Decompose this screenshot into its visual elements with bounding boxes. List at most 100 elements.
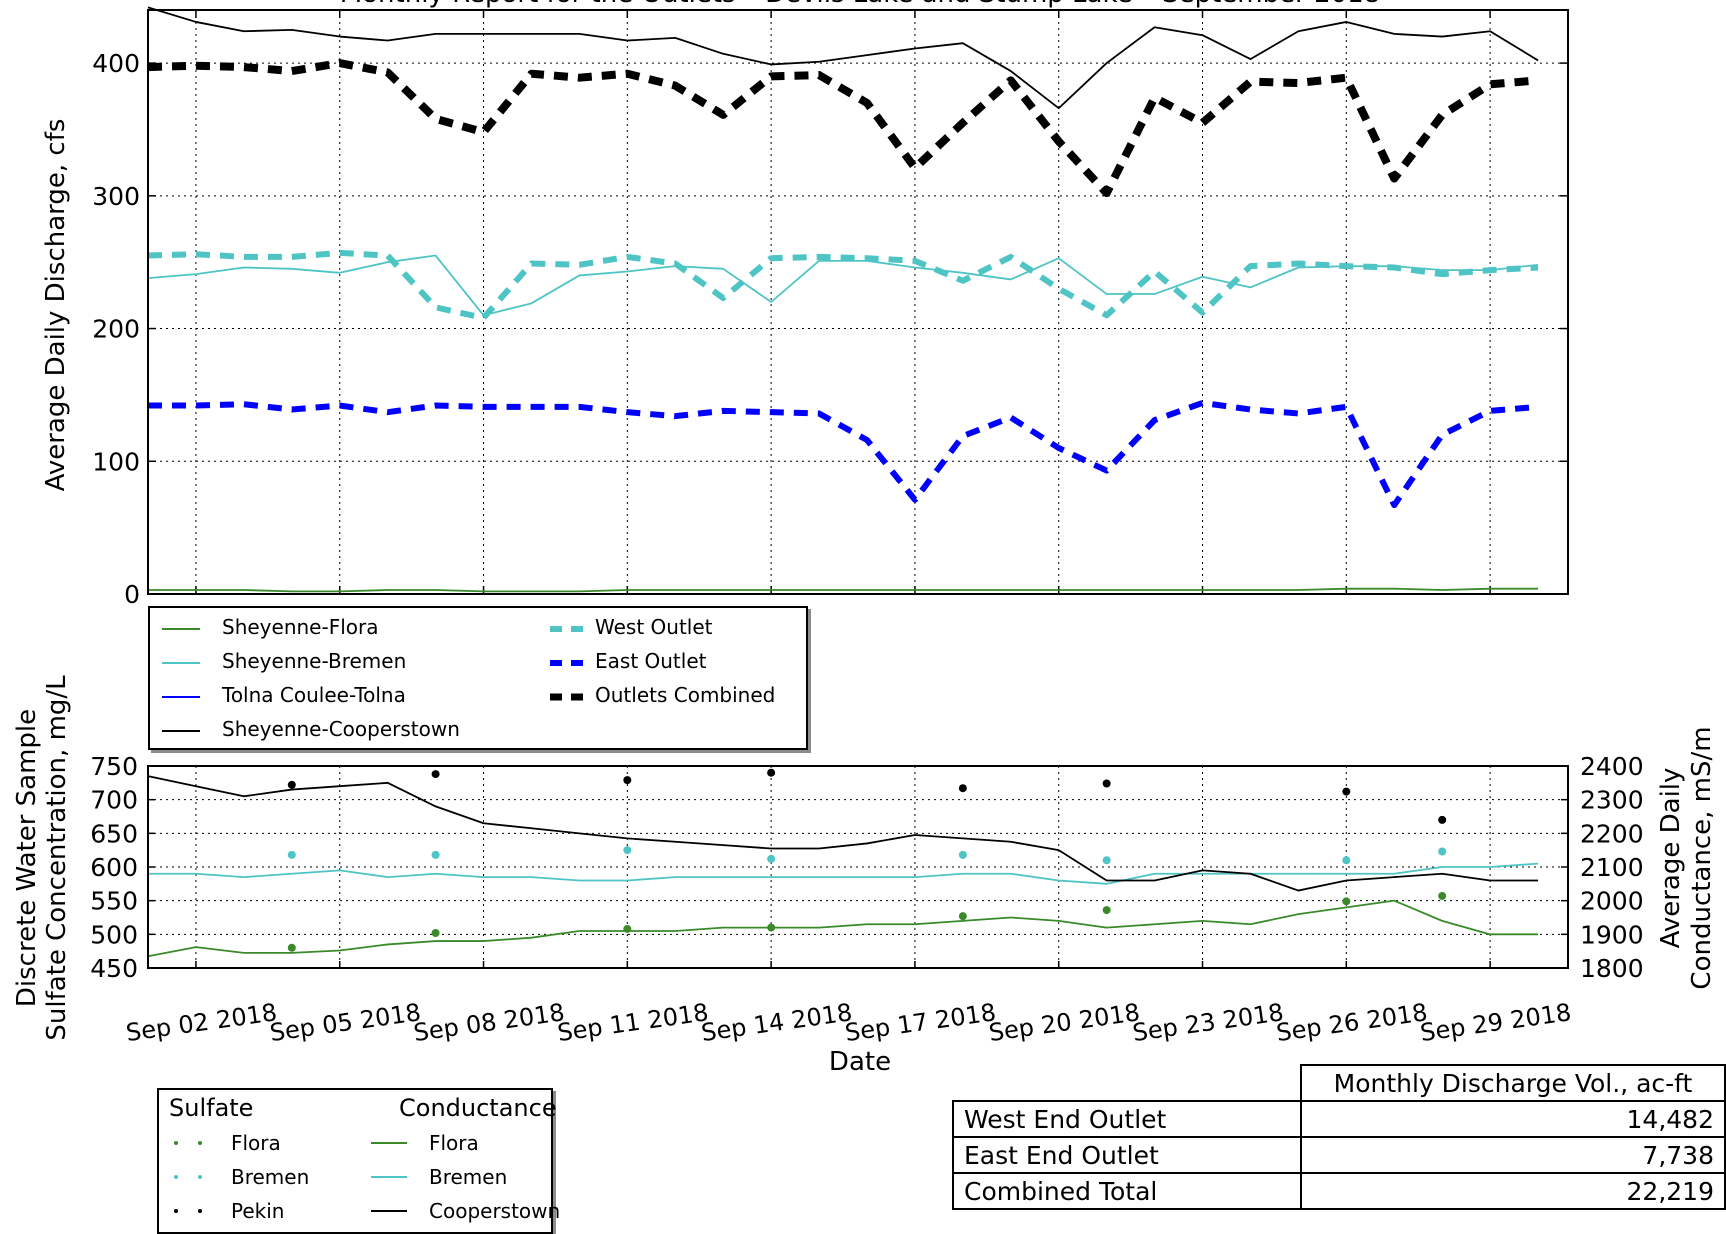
y-tick-label: 550 [90,887,138,916]
conductance-line-flora [147,899,1539,958]
legend-label: Sheyenne-Bremen [222,649,407,673]
legend-swatch-solid-cyan [162,662,200,664]
table-row: West End Outlet 14,482 [952,1100,1726,1138]
x-tick-label: Sep 17 2018 [843,998,998,1047]
legend-label: Sheyenne-Cooperstown [222,717,460,741]
y-tick-label: 750 [90,752,138,781]
legend-label: West Outlet [595,615,713,639]
legend-swatch-solid-cyan [371,1176,407,1178]
x-tick-label: Sep 11 2018 [556,998,711,1047]
y-tick-label: 200 [92,315,140,344]
top-y-axis-label: Average Daily Discharge, cfs [41,119,71,492]
y-tick-label: 300 [92,182,140,211]
legend-label: Bremen [231,1165,310,1189]
bottom-y2-axis-label-line1: Average Daily [1656,768,1686,949]
sulfate-point-pekin [287,780,296,789]
x-tick-label: Sep 29 2018 [1418,998,1573,1047]
legend-header-conductance: Conductance [399,1094,557,1122]
series-line-sheyenne-flora [148,587,1539,593]
discharge-volume-table: Monthly Discharge Vol., ac-ft West End O… [952,1064,1726,1210]
sulfate-point-pekin [1342,787,1351,796]
bottom-y2-axis-label-line2: Conductance, mS/m [1687,726,1717,989]
sulfate-point-bremen [1102,856,1111,865]
sulfate-point-pekin [431,770,440,779]
table-row: East End Outlet 7,738 [952,1136,1726,1174]
series-line-sheyenne-cooperstown [147,6,1539,110]
table-row-label: East End Outlet [952,1136,1302,1174]
legend-marker-cyan-dots [174,1175,202,1179]
table-row-value: 22,219 [1300,1172,1726,1210]
legend-swatch-solid-green [162,628,200,630]
sulfate-point-flora [623,924,632,933]
bottom-plot-frame [147,765,1569,969]
table-header-row: Monthly Discharge Vol., ac-ft [953,1064,1726,1102]
sulfate-point-bremen [623,846,632,855]
y-tick-label: 450 [90,954,138,983]
legend-label: Sheyenne-Flora [222,615,379,639]
y2-tick-label: 2400 [1580,752,1644,781]
sulfate-point-pekin [1438,815,1447,824]
series-line-sheyenne-bremen [147,254,1539,317]
table-header-cell: Monthly Discharge Vol., ac-ft [1300,1064,1726,1102]
top-plot-frame [147,9,1569,595]
y-tick-label: 600 [90,853,138,882]
y-tick-label: 650 [90,819,138,848]
y2-tick-label: 1900 [1580,920,1644,949]
sulfate-point-flora [1342,897,1351,906]
sulfate-point-pekin [767,768,776,777]
sulfate-point-pekin [958,784,967,793]
sulfate-point-pekin [623,776,632,785]
sulfate-point-bremen [431,850,440,859]
series-line-outlets-combined [147,59,1539,198]
conductance-line-bremen [148,862,1539,885]
table-row-label: Combined Total [952,1172,1302,1210]
y-tick-label: 400 [92,49,140,78]
sulfate-point-flora [1438,891,1447,900]
sulfate-point-bremen [1438,847,1447,856]
x-tick-label: Sep 20 2018 [987,998,1142,1047]
sulfate-point-bremen [287,850,296,859]
y-tick-label: 100 [92,447,140,476]
y-tick-label: 700 [90,786,138,815]
series-line-east-outlet [148,399,1539,509]
x-tick-label: Sep 26 2018 [1275,998,1430,1047]
sulfate-point-bremen [1342,856,1351,865]
table-corner-empty [953,1065,1301,1101]
sulfate-point-bremen [767,854,776,863]
y2-tick-label: 1800 [1580,954,1644,983]
legend-swatch-solid-blue [162,696,200,698]
legend-swatch-dashed-cyan [550,626,590,632]
legend-label: Flora [231,1131,281,1155]
legend-marker-black-dots [174,1209,202,1213]
y2-tick-label: 2100 [1580,853,1644,882]
x-tick-label: Sep 14 2018 [699,998,854,1047]
legend-label: Pekin [231,1199,285,1223]
legend-label: Tolna Coulee-Tolna [222,683,406,707]
conductance-line-cooperstown [147,775,1539,892]
legend-swatch-solid-black [371,1210,407,1212]
sulfate-point-bremen [958,850,967,859]
table-row-value: 7,738 [1300,1136,1726,1174]
legend-label: Bremen [429,1165,508,1189]
legend-marker-green-dots [174,1141,202,1145]
sulfate-point-flora [767,923,776,932]
sulfate-point-flora [287,943,296,952]
discharge-legend: Sheyenne-Flora Sheyenne-Bremen Tolna Cou… [148,606,808,750]
discharge-plot: 0 100 200 300 400 [92,6,1569,609]
legend-swatch-dashed-black [550,693,590,701]
legend-header-sulfate: Sulfate [169,1094,254,1122]
legend-label: Outlets Combined [595,683,776,707]
x-axis-label: Date [829,1047,891,1077]
sulfate-point-pekin [1102,779,1111,788]
x-tick-label: Sep 02 2018 [124,998,279,1047]
bottom-y-axis-label-line2: Sulfate Concentration, mg/L [42,675,72,1041]
sulfate-point-flora [431,928,440,937]
y-tick-label: 500 [90,920,138,949]
legend-swatch-solid-black [162,730,200,732]
x-tick-label: Sep 08 2018 [412,998,567,1047]
chart-title: Monthly Report for the Outlets – Devils … [340,0,1381,9]
legend-swatch-solid-green [371,1142,407,1144]
table-row-value: 14,482 [1300,1100,1726,1138]
